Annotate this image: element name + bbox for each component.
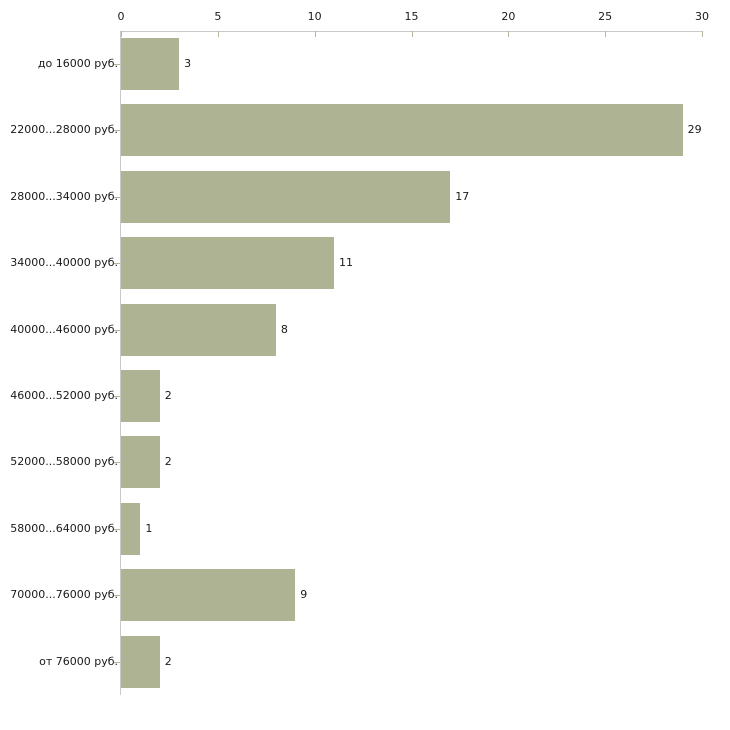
- axis-tick-label: 30: [695, 10, 709, 23]
- axis-tick-label: 15: [404, 10, 419, 23]
- axis-tick: [411, 31, 413, 37]
- bar-row: до 16000 руб. 3: [0, 38, 730, 90]
- category-axis-line: [120, 31, 121, 695]
- bar-value-label: 3: [184, 57, 192, 70]
- bar-value-label: 17: [455, 189, 470, 203]
- bar-value-label: 8: [280, 322, 288, 336]
- category-tick: [114, 130, 120, 132]
- bar-row: 28000...34000 руб. 17: [0, 170, 730, 223]
- bar[interactable]: [121, 569, 296, 622]
- category-tick: [114, 661, 120, 663]
- category-label: до 16000 руб.: [37, 57, 118, 70]
- category-tick: [114, 196, 120, 198]
- bar-row: 22000...28000 руб. 29: [0, 104, 730, 157]
- axis-tick: [605, 31, 607, 37]
- axis-tick: [314, 31, 316, 37]
- bar[interactable]: [121, 436, 160, 489]
- category-tick: [114, 528, 120, 530]
- axis-tick: [121, 31, 122, 37]
- bar-value-label: 11: [339, 256, 354, 270]
- category-tick: [114, 263, 120, 265]
- category-label: 40000...46000 руб.: [10, 322, 118, 336]
- bar-row: 70000...76000 руб. 9: [0, 569, 730, 622]
- category-label: 22000...28000 руб.: [10, 123, 118, 137]
- bar[interactable]: [121, 502, 141, 555]
- bar-row: от 76000 руб. 2: [0, 635, 730, 688]
- axis-tick: [508, 31, 510, 37]
- axis-tick-label: 0: [117, 10, 125, 23]
- bar[interactable]: [121, 303, 276, 356]
- category-label: 58000...64000 руб.: [10, 521, 118, 535]
- bar[interactable]: [121, 170, 451, 223]
- bar-row: 40000...46000 руб. 8: [0, 303, 730, 356]
- bar-row: 58000...64000 руб. 1: [0, 502, 730, 555]
- category-label: 52000...58000 руб.: [10, 455, 118, 469]
- category-tick: [114, 462, 120, 464]
- category-tick: [114, 64, 120, 65]
- bar-row: 46000...52000 руб. 2: [0, 370, 730, 422]
- axis-tick-label: 10: [307, 10, 322, 23]
- category-tick: [114, 595, 120, 597]
- category-label: 70000...76000 руб.: [10, 588, 118, 602]
- bar[interactable]: [121, 104, 683, 157]
- bar[interactable]: [121, 635, 160, 688]
- category-label: 28000...34000 руб.: [10, 189, 118, 203]
- bar-row: 34000...40000 руб. 11: [0, 237, 730, 290]
- bar-row: 52000...58000 руб. 2: [0, 436, 730, 489]
- axis-tick: [702, 31, 703, 37]
- bar-value-label: 9: [300, 588, 308, 602]
- bar[interactable]: [121, 237, 335, 290]
- axis-tick: [217, 31, 219, 37]
- bar-value-label: 2: [164, 455, 172, 469]
- bar-value-label: 2: [164, 654, 172, 668]
- axis-tick-label: 25: [598, 10, 613, 23]
- axis-tick-label: 20: [501, 10, 516, 23]
- axis-tick-label: 5: [214, 10, 222, 23]
- category-label: от 76000 руб.: [39, 654, 118, 668]
- category-label: 46000...52000 руб.: [10, 389, 118, 402]
- category-label: 34000...40000 руб.: [10, 256, 118, 270]
- category-tick: [114, 329, 120, 331]
- bar[interactable]: [121, 370, 160, 422]
- category-tick: [114, 396, 120, 397]
- bar-value-label: 1: [145, 521, 153, 535]
- bar-value-label: 2: [164, 389, 172, 402]
- bar[interactable]: [121, 38, 180, 90]
- bar-value-label: 29: [687, 123, 702, 137]
